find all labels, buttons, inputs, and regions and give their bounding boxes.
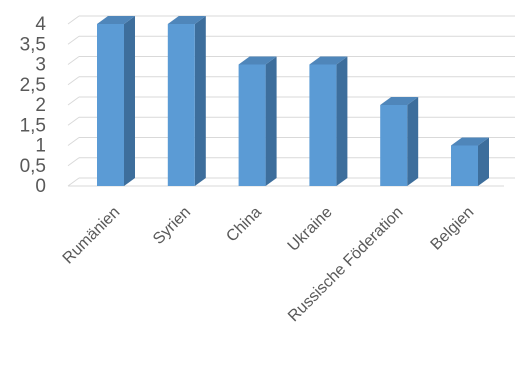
y-axis-tick-labels: 00,511,522,533,54 [20, 14, 47, 197]
gridline-side [67, 96, 80, 106]
bar [238, 56, 277, 186]
bars [97, 16, 489, 186]
gridline-side [67, 157, 80, 167]
bar-side [478, 137, 489, 186]
bar-front [238, 64, 266, 186]
y-tick-label: 2,5 [20, 75, 46, 96]
gridline-side [67, 35, 80, 45]
bar-top [380, 97, 419, 105]
bar-front [451, 145, 478, 186]
y-tick-label: 2 [35, 95, 46, 116]
y-tick-label: 1 [35, 136, 46, 157]
y-tick-label: 0 [35, 176, 46, 197]
bar [97, 16, 135, 186]
bar-side [265, 56, 277, 186]
gridline-side [67, 76, 80, 86]
bar-top [97, 16, 135, 24]
bar-side [407, 97, 419, 186]
bar-top [309, 56, 348, 65]
bar-top [167, 16, 206, 24]
x-category-label: Rumänien [60, 204, 124, 268]
bar-front [97, 24, 124, 186]
bar-top [238, 56, 277, 65]
y-tick-label: 1,5 [20, 115, 46, 136]
y-tick-label: 4 [35, 14, 46, 35]
y-tick-label: 0,5 [20, 156, 46, 177]
bar-front [167, 24, 195, 186]
bar-side [124, 16, 135, 186]
x-category-label: Russische Föderation [285, 204, 406, 325]
x-category-label: Syrien [150, 204, 194, 248]
bar [380, 97, 419, 186]
bar-front [380, 105, 408, 186]
bar-top [451, 137, 489, 146]
bar-side [336, 56, 348, 186]
x-category-label: Ukraine [285, 204, 336, 255]
gridline-side [67, 177, 80, 187]
bar [309, 56, 348, 186]
gridlines [67, 15, 515, 187]
bar-side [194, 16, 206, 186]
x-category-label: Belgien [428, 204, 478, 254]
gridline-side [67, 56, 80, 65]
gridline-side [67, 116, 80, 126]
y-tick-label: 3,5 [20, 34, 46, 55]
bar [451, 137, 489, 186]
gridline-side [67, 137, 80, 146]
x-category-label: China [223, 204, 265, 246]
y-tick-label: 3 [35, 55, 46, 76]
gridline-side [67, 15, 80, 25]
bar-front [309, 64, 337, 186]
bar [167, 16, 206, 186]
